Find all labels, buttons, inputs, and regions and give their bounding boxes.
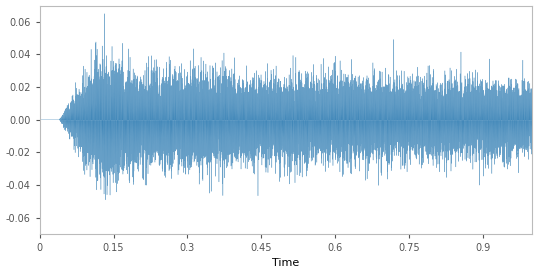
X-axis label: Time: Time xyxy=(272,258,300,269)
